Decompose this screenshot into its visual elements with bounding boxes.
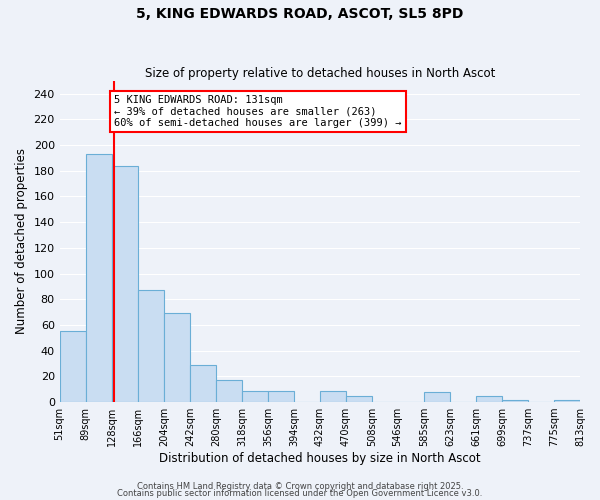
Bar: [320, 390, 346, 402]
X-axis label: Distribution of detached houses by size in North Ascot: Distribution of detached houses by size …: [159, 452, 481, 465]
Bar: [554, 400, 580, 402]
Bar: [216, 380, 242, 402]
Bar: [190, 365, 216, 402]
Bar: [476, 396, 502, 402]
Bar: [138, 290, 164, 402]
Bar: [86, 154, 112, 402]
Bar: [112, 166, 138, 402]
Bar: [346, 396, 372, 402]
Bar: [502, 400, 528, 402]
Text: 5 KING EDWARDS ROAD: 131sqm
← 39% of detached houses are smaller (263)
60% of se: 5 KING EDWARDS ROAD: 131sqm ← 39% of det…: [115, 95, 402, 128]
Y-axis label: Number of detached properties: Number of detached properties: [15, 148, 28, 334]
Bar: [424, 392, 450, 402]
Bar: [59, 332, 86, 402]
Bar: [268, 390, 294, 402]
Text: Contains public sector information licensed under the Open Government Licence v3: Contains public sector information licen…: [118, 490, 482, 498]
Title: Size of property relative to detached houses in North Ascot: Size of property relative to detached ho…: [145, 66, 495, 80]
Bar: [242, 390, 268, 402]
Text: 5, KING EDWARDS ROAD, ASCOT, SL5 8PD: 5, KING EDWARDS ROAD, ASCOT, SL5 8PD: [136, 8, 464, 22]
Bar: [164, 314, 190, 402]
Text: Contains HM Land Registry data © Crown copyright and database right 2025.: Contains HM Land Registry data © Crown c…: [137, 482, 463, 491]
